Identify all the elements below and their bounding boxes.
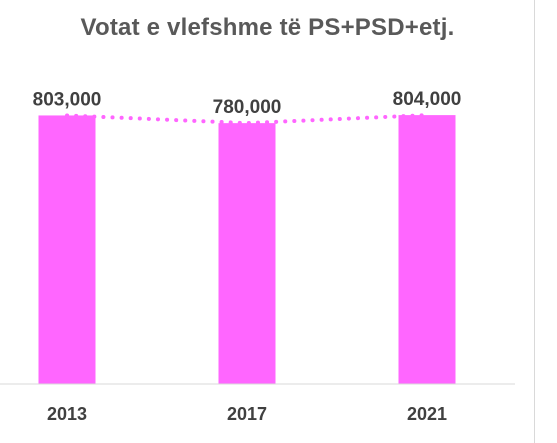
plot-area: 803,000 2013 780,000 2017 804,000 2021 bbox=[0, 89, 515, 424]
x-tick-label-2013: 2013 bbox=[47, 404, 87, 424]
data-label-2017: 780,000 bbox=[213, 97, 282, 118]
data-label-2021: 804,000 bbox=[393, 89, 462, 110]
bar-2013 bbox=[38, 115, 96, 385]
chart-title: Votat e vlefshme të PS+PSD+etj. bbox=[80, 14, 455, 41]
trend-line bbox=[65, 113, 429, 126]
x-tick-label-2021: 2021 bbox=[407, 404, 447, 424]
x-tick-label-2017: 2017 bbox=[227, 404, 267, 424]
chart-container: Votat e vlefshme të PS+PSD+etj. 803,000 2… bbox=[0, 0, 535, 443]
data-label-2013: 803,000 bbox=[33, 89, 102, 110]
bar-2021 bbox=[398, 115, 456, 385]
bar-2017 bbox=[218, 123, 276, 384]
